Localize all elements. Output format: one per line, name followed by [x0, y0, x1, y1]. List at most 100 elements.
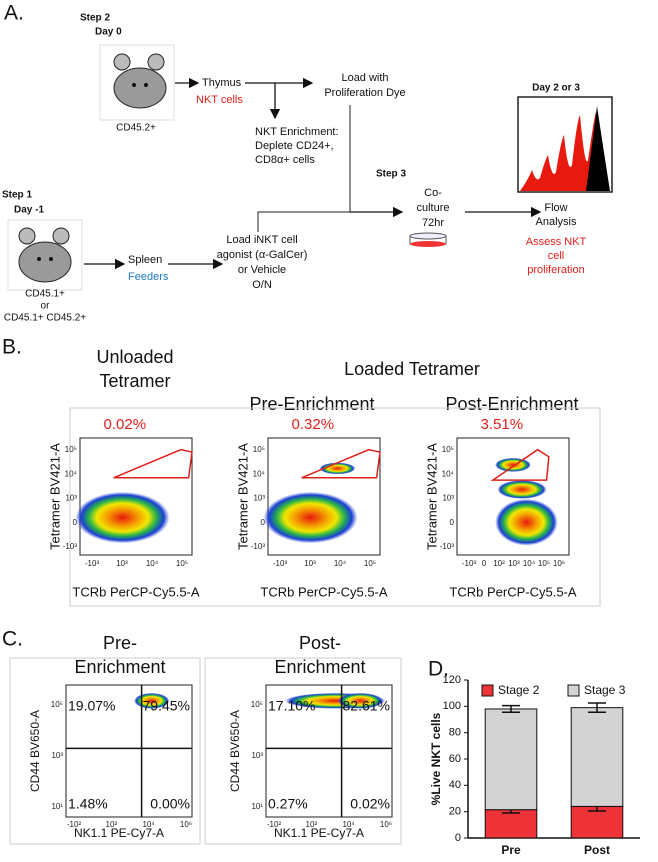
y-axis-label: Tetramer BV421-A — [424, 443, 439, 550]
plot-title: Enrichment — [274, 657, 365, 677]
legend-swatch — [567, 684, 580, 697]
y-tick-label: 10⁵ — [253, 445, 265, 454]
day: Day 2 or 3 — [532, 83, 580, 94]
flow: Analysis — [536, 216, 577, 228]
load-dye: Proliferation Dye — [324, 87, 405, 99]
panel-label: B. — [2, 336, 22, 359]
x-tick-label: -10³ — [85, 559, 100, 568]
x-tick-label: 10⁴ — [146, 559, 159, 568]
assess: proliferation — [527, 264, 584, 276]
x-axis-label: NK1.1 PE-Cy7-A — [274, 826, 364, 840]
step: Step 1 — [2, 190, 32, 201]
x-axis-label: NK1.1 PE-Cy7-A — [74, 826, 164, 840]
load-agonist: O/N — [252, 279, 272, 291]
y-tick-label: 80 — [449, 727, 461, 739]
x-tick-label: 10⁶ — [180, 820, 192, 829]
y-tick-label: 10⁵ — [442, 445, 454, 454]
x-tick-label: 10⁵ — [538, 559, 550, 568]
y-tick-label: 0 — [261, 518, 266, 527]
x-axis-label: TCRb PerCP-Cy5.5-A — [260, 584, 387, 599]
y-tick-label: 10¹ — [251, 802, 263, 811]
y-tick-label: 10³ — [442, 494, 454, 503]
x-tick-label: 10² — [106, 820, 118, 829]
y-tick-label: 10³ — [251, 751, 263, 760]
gate-percent: 0.02% — [104, 416, 147, 433]
enrichment: NKT Enrichment: — [255, 126, 339, 138]
x-tick-label: 10³ — [304, 559, 316, 568]
legend-swatch — [481, 684, 494, 697]
plot-title: Post-Enrichment — [445, 394, 578, 414]
plot-title: Loaded Tetramer — [344, 359, 480, 379]
mouse-icon — [7, 219, 83, 291]
plot-title: Enrichment — [74, 657, 165, 677]
legend-label: Stage 2 — [498, 683, 540, 697]
x-tick-label: 10⁵ — [176, 559, 188, 568]
x-tick-label: 10⁶ — [380, 820, 392, 829]
y-tick-label: 10³ — [253, 494, 265, 503]
y-tick-label: 10⁴ — [253, 469, 266, 478]
step: Step 3 — [376, 169, 406, 180]
quadrant-percent: 19.07% — [68, 698, 115, 714]
y-axis-label: CD44 BV650-A — [228, 710, 242, 792]
load-agonist: agonist (α-GalCer) — [217, 249, 308, 261]
histogram-icon — [517, 96, 613, 193]
density — [319, 462, 356, 475]
coculture: Co- — [424, 187, 442, 199]
connector — [257, 211, 350, 232]
y-tick-label: 10⁵ — [65, 445, 77, 454]
mouse-label: CD45.1+ CD45.2+ — [4, 313, 86, 324]
x-tick-label: -10² — [267, 820, 282, 829]
feeders: Feeders — [128, 271, 169, 283]
plot-title: Post- — [299, 633, 341, 653]
load-dye: Load with — [341, 72, 388, 84]
mouse-label: or — [41, 301, 51, 312]
y-tick-label: 60 — [449, 753, 461, 765]
x-tick-label: 10³ — [116, 559, 128, 568]
quadrant-percent: 0.00% — [150, 796, 190, 812]
x-tick-label: 10² — [306, 820, 318, 829]
y-tick-label: 10⁵ — [251, 700, 263, 709]
assess: cell — [548, 250, 565, 262]
density — [495, 457, 531, 472]
day: Day 0 — [95, 27, 122, 38]
y-tick-label: 10⁵ — [51, 700, 63, 709]
y-tick-label: 100 — [443, 700, 461, 712]
quadrant-percent: 1.48% — [68, 796, 108, 812]
y-tick-label: 0 — [450, 518, 455, 527]
bar-segment — [570, 707, 624, 807]
x-tick-label: -10³ — [273, 559, 288, 568]
enrichment: Deplete CD24+, — [255, 140, 334, 152]
x-tick-label: 0 — [482, 559, 487, 568]
dish-icon — [409, 232, 447, 247]
y-tick-label: 120 — [443, 674, 461, 686]
bar-segment — [484, 708, 538, 811]
plot-area — [65, 684, 193, 818]
thymus: Thymus — [202, 77, 242, 89]
density — [495, 498, 558, 546]
quadrant-percent: 79.45% — [143, 698, 190, 714]
plot-title: Unloaded — [96, 347, 173, 367]
enrichment: CD8α+ cells — [255, 154, 315, 166]
x-tick-label: 10³ — [508, 559, 520, 568]
mouse-label: CD45.1+ — [25, 289, 65, 300]
spleen: Spleen — [128, 254, 162, 266]
x-tick-label: Pre — [501, 843, 521, 857]
mouse-label: CD45.2+ — [116, 123, 156, 134]
quadrant-percent: 0.27% — [268, 796, 308, 812]
y-axis-label: %Live NKT cells — [429, 712, 443, 805]
plot-title: Pre- — [103, 633, 137, 653]
nkt-cells: NKT cells — [196, 94, 243, 106]
x-tick-label: 10⁴ — [342, 820, 355, 829]
day: Day -1 — [14, 205, 44, 216]
gate — [301, 448, 381, 479]
flow: Flow — [544, 202, 567, 214]
y-tick-label: 0 — [73, 518, 78, 527]
panel-label: A. — [4, 2, 24, 25]
density — [134, 692, 170, 709]
y-tick-label: -10³ — [251, 542, 266, 551]
x-tick-label: 10⁴ — [523, 559, 536, 568]
x-tick-label: 10⁴ — [334, 559, 347, 568]
load-agonist: or Vehicle — [238, 264, 286, 276]
x-tick-label: 10⁶ — [553, 559, 565, 568]
